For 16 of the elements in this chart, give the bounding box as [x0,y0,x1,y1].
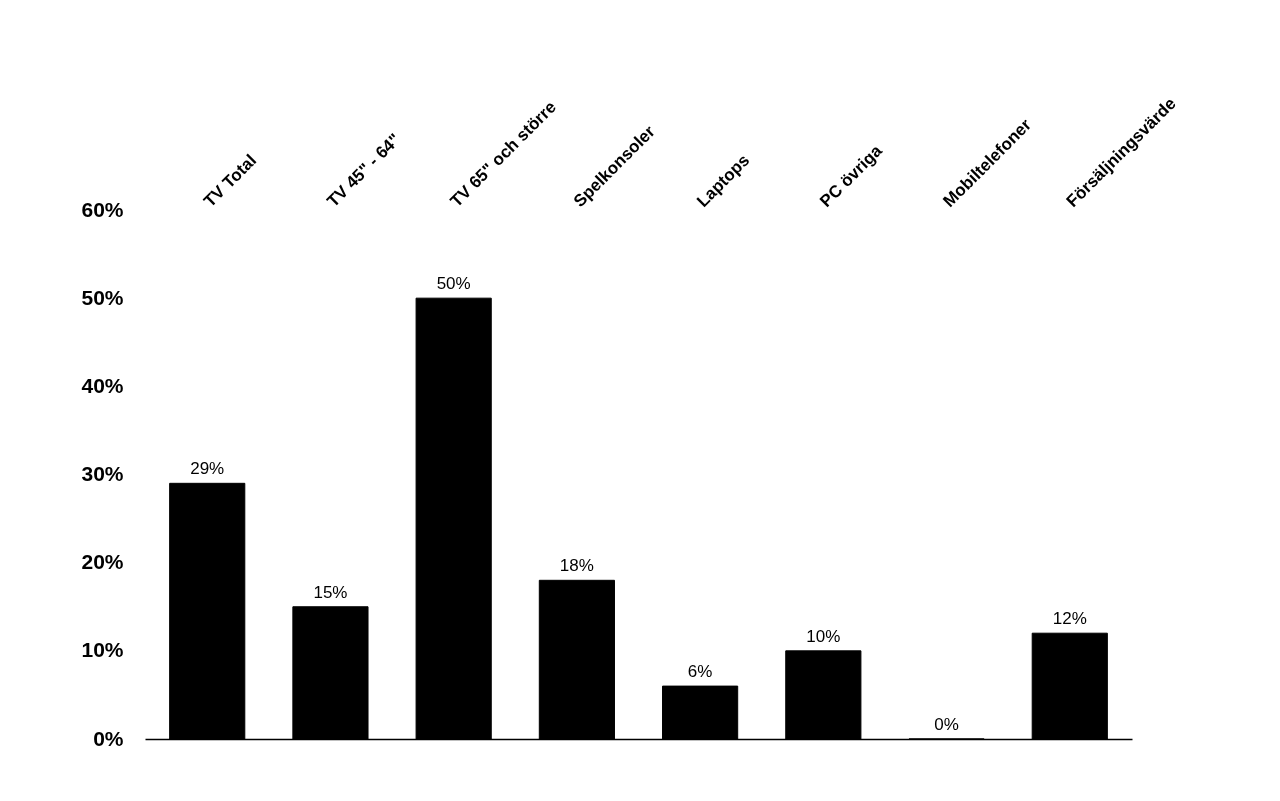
y-tick-label: 50% [81,285,124,309]
data-label: 15% [313,582,348,602]
data-label: 29% [190,459,225,479]
data-label: 6% [687,662,713,682]
y-tick-label: 30% [81,462,124,485]
data-label: 10% [806,626,841,646]
y-tick-label: 60% [81,197,124,221]
data-label: 18% [559,556,594,576]
y-tick-label: 10% [81,638,124,662]
data-label: 50% [436,274,471,294]
y-tick-label: 20% [81,550,124,574]
data-label: 12% [1052,609,1087,629]
data-label: 0% [934,715,959,734]
y-tick-label: 0% [93,726,124,750]
x-tick-label: TV 45" - 64" [323,129,405,211]
y-tick-label: 40% [81,373,124,397]
